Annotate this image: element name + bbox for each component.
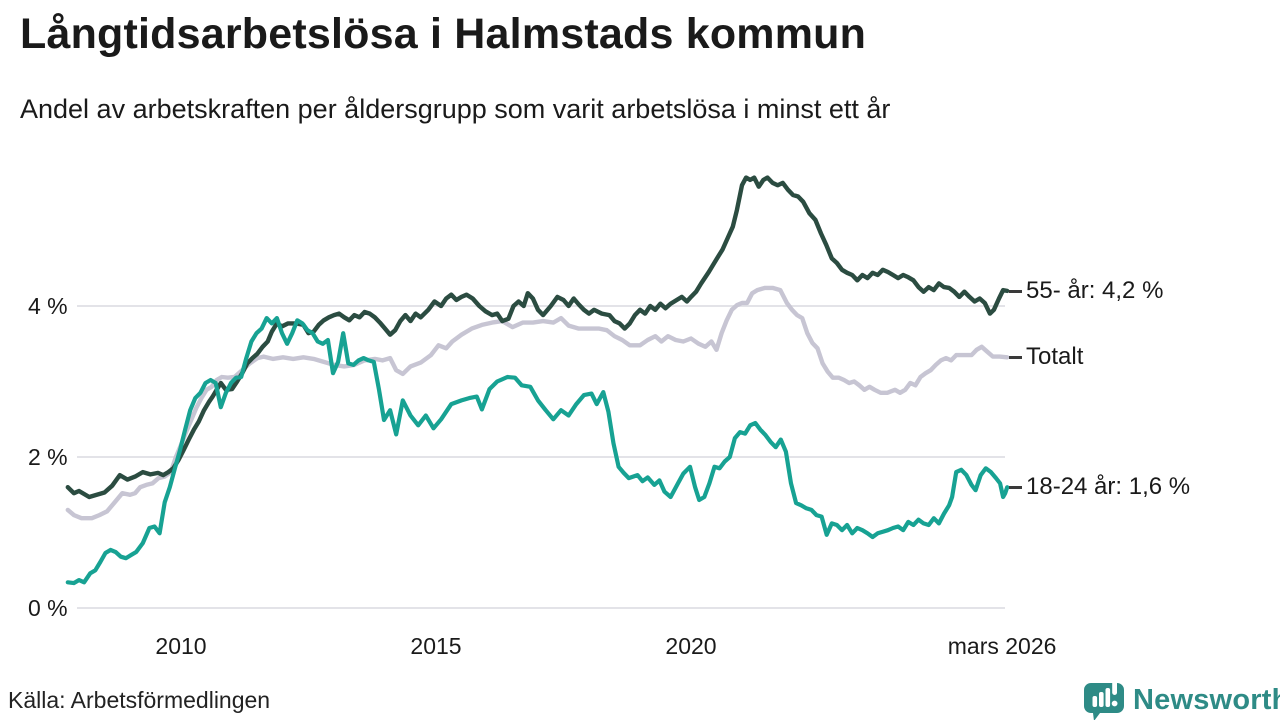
x-axis-tick-label: 2010 (155, 633, 207, 659)
y-axis-tick-label: 4 % (28, 293, 68, 319)
x-axis-tick-label: 2015 (410, 633, 462, 659)
newsworthy-bubble-chart-icon (1084, 680, 1124, 720)
y-axis-tick-label: 0 % (28, 595, 68, 621)
x-axis-tick-label: mars 2026 (947, 633, 1057, 659)
series-line-55plus (65, 175, 1010, 500)
end-label-18-24: 18-24 år: 1,6 % (1009, 473, 1191, 500)
end-label-totalt: Totalt (1009, 343, 1084, 370)
y-axis-tick-label: 2 % (28, 444, 68, 470)
page-title: Långtidsarbetslösa i Halmstads kommun (20, 10, 867, 58)
end-label-totalt-text: Totalt (1026, 343, 1084, 370)
newsworthy-logo-text: Newsworthy (1133, 683, 1280, 716)
end-label-55-plus: 55- år: 4,2 % (1009, 277, 1164, 304)
label-tick-icon (1009, 485, 1022, 489)
source-note: Källa: Arbetsförmedlingen (8, 687, 271, 713)
label-tick-icon (1009, 355, 1022, 359)
end-label-18-24-text: 18-24 år: 1,6 % (1026, 473, 1191, 500)
newsworthy-logo: Newsworthy (1084, 678, 1280, 720)
series-line-18-24 (65, 316, 1010, 586)
label-tick-icon (1009, 289, 1022, 293)
x-axis-tick-label: 2020 (665, 633, 717, 659)
series-line-totalt (65, 285, 1010, 521)
end-label-55-plus-text: 55- år: 4,2 % (1026, 277, 1164, 304)
chart-subtitle: Andel av arbetskraften per åldersgrupp s… (20, 94, 891, 124)
